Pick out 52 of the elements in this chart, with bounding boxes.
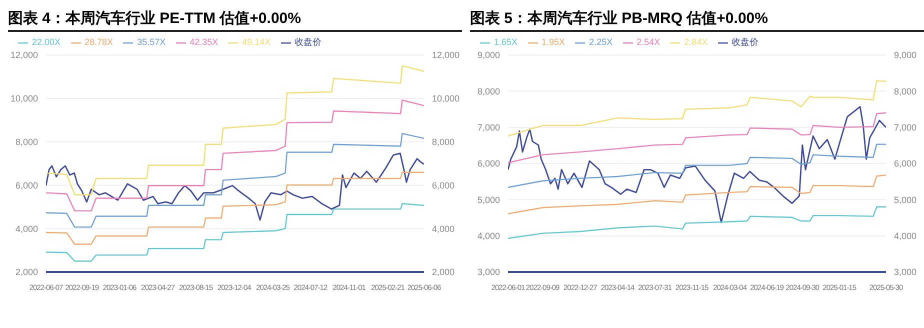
y-tick-label: 6,000: [15, 180, 38, 190]
y2-tick-label: 6,000: [894, 158, 917, 169]
legend-label: 收盘价: [294, 37, 322, 47]
y2-tick-label: 6,000: [432, 180, 455, 190]
line-series: [508, 144, 886, 188]
line-series: [46, 203, 424, 262]
y2-tick-label: 8,000: [894, 86, 917, 96]
line-series: [508, 112, 886, 164]
y-tick-label: 8,000: [477, 86, 500, 96]
y-tick-label: 4,000: [15, 224, 38, 234]
y2-tick-label: 8,000: [432, 136, 455, 147]
y-tick-label: 9,000: [477, 50, 500, 60]
y-tick-label: 5,000: [477, 194, 500, 205]
line-series: [508, 174, 886, 214]
legend-label: 2.25X: [589, 37, 613, 47]
line-series: [46, 152, 424, 221]
legend-label: 22.00X: [32, 37, 61, 47]
line-series: [46, 65, 424, 196]
legend-label: 1.95X: [542, 37, 566, 47]
y-tick-label: 3,000: [477, 267, 500, 278]
line-series: [46, 100, 424, 212]
y2-tick-label: 4,000: [432, 224, 455, 234]
y2-tick-label: 2,000: [432, 267, 455, 278]
legend-label: 35.57X: [137, 37, 166, 47]
y2-tick-label: 9,000: [894, 50, 917, 60]
y2-tick-label: 4,000: [894, 231, 917, 242]
y-tick-label: 12,000: [10, 50, 38, 60]
legend-label: 收盘价: [732, 37, 759, 47]
y2-tick-label: 3,000: [894, 267, 917, 278]
chart-title: 图表 4：本周汽车行业 PE-TTM 估值+0.00%: [8, 8, 462, 32]
line-series: [508, 206, 886, 239]
legend-label: 28.78X: [84, 37, 114, 47]
legend-label: 42.35X: [190, 37, 218, 47]
legend-label: 49.14X: [242, 37, 271, 47]
line-series: [508, 106, 886, 224]
y2-tick-label: 12,000: [432, 50, 460, 60]
legend-label: 2.84X: [684, 37, 708, 47]
chart-title: 图表 5：本周汽车行业 PB-MRQ 估值+0.00%: [470, 8, 924, 32]
line-series: [46, 172, 424, 245]
y-tick-label: 10,000: [10, 94, 38, 104]
line-series: [46, 132, 424, 228]
legend-label: 1.65X: [494, 37, 518, 47]
y-tick-label: 8,000: [15, 136, 38, 147]
y2-tick-label: 7,000: [894, 122, 917, 133]
y-tick-label: 7,000: [477, 122, 500, 133]
y-tick-label: 6,000: [477, 158, 500, 169]
y-tick-label: 2,000: [15, 267, 38, 278]
y-tick-label: 4,000: [477, 231, 500, 242]
legend-label: 2.54X: [636, 37, 660, 47]
line-series: [508, 80, 886, 137]
y2-tick-label: 5,000: [894, 194, 917, 205]
y2-tick-label: 10,000: [432, 94, 460, 104]
